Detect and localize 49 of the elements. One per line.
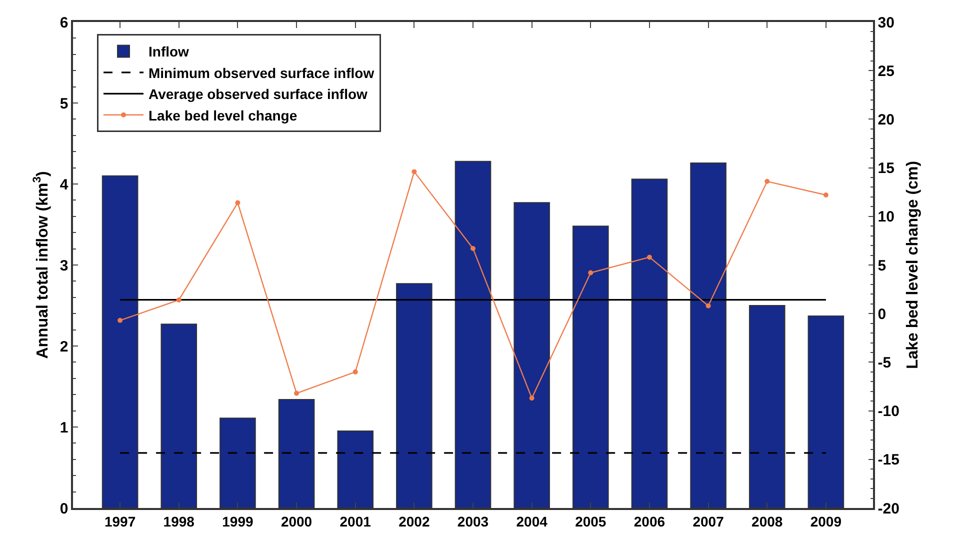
x-tick-label: 2000 (280, 514, 312, 530)
x-tick-label: 1997 (104, 514, 136, 530)
point (118, 318, 123, 323)
legend-label: Average observed surface inflow (148, 86, 368, 102)
y2-tick-label: -10 (878, 403, 900, 420)
legend-label: Lake bed level change (148, 107, 298, 124)
y-tick-label: 4 (60, 176, 69, 194)
legend-label: Inflow (148, 44, 190, 60)
point (294, 390, 300, 396)
point (235, 200, 240, 206)
x-tick-label: 2006 (634, 514, 666, 530)
x-tick-label: 2003 (457, 514, 489, 530)
y-tick-label: 6 (60, 14, 68, 32)
x-tick-label: 2005 (575, 514, 606, 530)
x-tick-label: 2009 (810, 514, 842, 530)
y2-tick-label: -5 (878, 354, 892, 372)
y2-tick-label: 10 (878, 208, 894, 226)
x-tick-label: 2007 (692, 514, 724, 530)
point (412, 169, 417, 174)
y2-tick-label: 0 (878, 306, 886, 323)
x-tick-label: 1998 (163, 514, 195, 530)
y-tick-label: 2 (60, 338, 68, 356)
y2-tick-label: -15 (878, 452, 900, 469)
point (529, 396, 534, 401)
x-tick-label: 1999 (222, 514, 254, 530)
y2-tick-label: 5 (878, 257, 886, 274)
point (646, 254, 652, 260)
x-tick-label: 2008 (752, 514, 783, 530)
y2-tick-label: 25 (878, 62, 894, 80)
point (706, 303, 711, 308)
y2-tick-label: 15 (878, 160, 894, 178)
y2-axis-title: Lake bed level change (cm) (904, 160, 922, 370)
x-tick-label: 2002 (398, 514, 430, 530)
point (352, 369, 358, 374)
y-tick-label: 0 (60, 500, 68, 518)
x-tick-label: 2004 (516, 514, 548, 530)
y-tick-label: 1 (60, 419, 68, 436)
y2-tick-label: 30 (878, 14, 894, 32)
x-tick-label: 2001 (340, 514, 372, 530)
y-tick-label: 5 (60, 95, 68, 112)
point (823, 192, 828, 198)
point (470, 246, 476, 251)
y2-tick-label: 20 (878, 111, 894, 128)
legend-label: Minimum observed surface inflow (148, 64, 374, 81)
point (588, 270, 594, 276)
y2-tick-label: -20 (878, 500, 900, 518)
point (764, 178, 770, 184)
y-tick-label: 3 (60, 257, 68, 274)
point (176, 297, 182, 302)
